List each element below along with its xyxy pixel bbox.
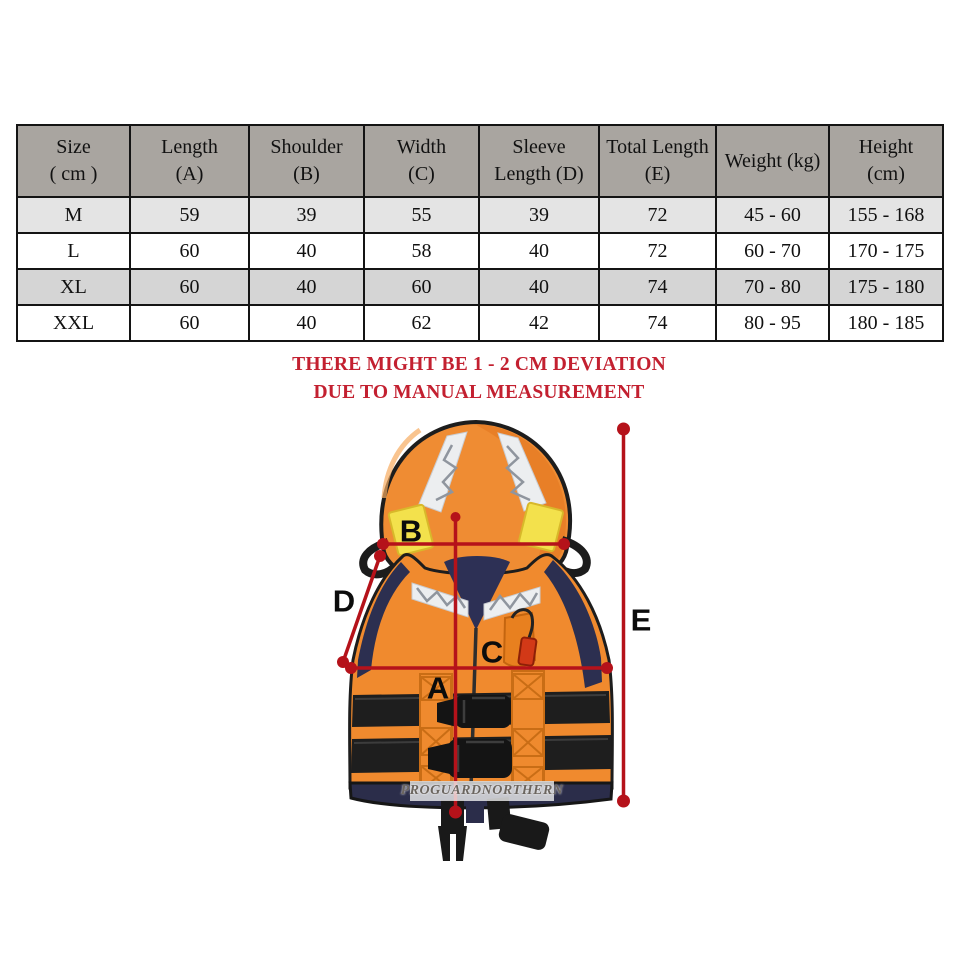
col-header-length: Length (A) [129, 124, 250, 198]
col-header-total-length: Total Length (E) [598, 124, 717, 198]
whistle [517, 636, 538, 667]
size-cell: L [16, 232, 131, 270]
label-a: A [426, 670, 450, 706]
col-header-weight: Weight (kg) [715, 124, 830, 198]
measure-line-d [341, 555, 382, 663]
table-row-xl: XL 60 40 60 40 74 70 - 80 175 - 180 [16, 268, 944, 306]
table-row-l: L 60 40 58 40 72 60 - 70 170 - 175 [16, 232, 944, 270]
label-c: C [480, 634, 504, 670]
brand-watermark: PROGUARDNORTHERN [401, 781, 563, 801]
whistle-cord [510, 608, 534, 642]
whistle-pocket [502, 608, 538, 668]
size-cell: XL [16, 268, 131, 306]
measurement-lines [341, 429, 626, 812]
col-header-shoulder: Shoulder (B) [248, 124, 365, 198]
size-table: Size( cm ) Length (A) Shoulder (B) Width (C… [16, 124, 944, 342]
measurement-endpoints [337, 422, 630, 819]
label-e: E [630, 602, 652, 638]
col-header-size: Size( cm ) [16, 124, 131, 198]
col-header-height: Height (cm) [828, 124, 944, 198]
vest-torso [348, 553, 614, 790]
table-row-m: M 59 39 55 39 72 45 - 60 155 - 168 [16, 196, 944, 234]
size-cell: M [16, 196, 131, 234]
deviation-note-line2: DUE TO MANUAL MEASUREMENT [313, 382, 645, 403]
size-cell: XXL [16, 304, 131, 342]
deviation-note-line1: THERE MIGHT BE 1 - 2 CM DEVIATION [292, 354, 666, 375]
label-b: B [399, 513, 423, 549]
col-header-width: Width (C) [363, 124, 480, 198]
size-table-header: Size( cm ) Length (A) Shoulder (B) Width (C… [16, 124, 944, 198]
label-d: D [332, 583, 356, 619]
yellow-patch-right [518, 501, 564, 553]
table-row-xxl: XXL 60 40 62 42 74 80 - 95 180 - 185 [16, 304, 944, 342]
col-header-sleeve-length: Sleeve Length (D) [478, 124, 600, 198]
front-buckles [428, 695, 512, 778]
deviation-note: THERE MIGHT BE 1 - 2 CM DEVIATION DUE TO… [16, 351, 942, 407]
